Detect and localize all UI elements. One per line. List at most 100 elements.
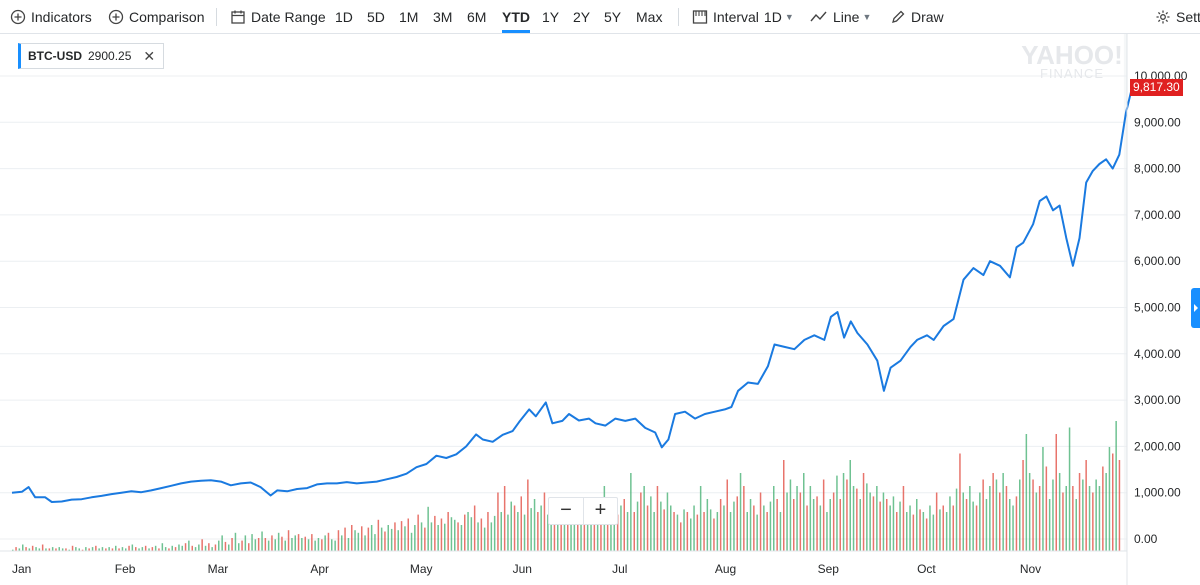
volume-bar [982, 479, 984, 551]
range-1m[interactable]: 1M [399, 9, 419, 25]
volume-bar [164, 547, 167, 551]
volume-bar [670, 505, 672, 551]
volume-bar [168, 548, 170, 551]
volume-bar [497, 492, 499, 551]
volume-bar [716, 512, 719, 551]
comparison-label: Comparison [129, 9, 205, 25]
volume-bar [925, 518, 928, 551]
volume-bar [65, 548, 67, 551]
volume-bar [128, 545, 130, 551]
volume-bar [743, 486, 745, 551]
volume-bar [503, 486, 506, 551]
volume-bar [493, 515, 496, 551]
volume-bar [1075, 499, 1077, 551]
volume-bar [390, 528, 393, 551]
date-range-label: Date Range [251, 9, 326, 25]
volume-bar [321, 539, 323, 551]
finance-watermark-text: FINANCE [1040, 66, 1104, 81]
volume-bar [264, 538, 267, 551]
volume-bar [1019, 479, 1021, 551]
draw-label: Draw [911, 9, 944, 25]
range-5d[interactable]: 5D [367, 9, 385, 25]
volume-bar [736, 496, 738, 551]
volume-bar [25, 547, 27, 551]
volume-bar [1045, 466, 1048, 551]
volume-bar [440, 518, 443, 551]
volume-bar [1092, 492, 1094, 551]
volume-bar [706, 499, 709, 551]
volume-bar [341, 535, 343, 551]
volume-bar [902, 486, 905, 551]
volume-bar [783, 460, 785, 551]
volume-bar [713, 518, 715, 551]
range-2y[interactable]: 2Y [573, 9, 591, 25]
volume-bar [400, 521, 403, 551]
expand-panel-tab[interactable] [1191, 288, 1200, 328]
volume-bar [464, 514, 466, 551]
volume-bar [351, 525, 353, 551]
volume-bar [513, 505, 516, 551]
symbol-value: 2900.25 [88, 49, 132, 63]
settings-label: Settings [1176, 9, 1200, 25]
volume-bar [121, 547, 124, 551]
volume-bar [214, 544, 217, 551]
volume-bar [1065, 486, 1067, 551]
volume-bar [959, 453, 961, 551]
volume-bar [483, 527, 486, 551]
volume-bar [367, 527, 370, 551]
comparison-button[interactable]: Comparison [108, 0, 204, 34]
volume-bar [989, 486, 991, 551]
volume-bar [769, 501, 772, 551]
volume-bar [131, 544, 134, 551]
close-icon[interactable]: ✕ [143, 47, 156, 64]
volume-bar [696, 514, 699, 551]
range-max[interactable]: Max [636, 9, 663, 25]
volume-bar [849, 460, 851, 551]
volume-bar [457, 522, 459, 551]
price-chart[interactable]: YAHOO!FINANCE 0.00 1,000.00 2,000.00 3,000.0… [0, 34, 1200, 585]
volume-bar [424, 527, 426, 551]
volume-bar [1038, 486, 1041, 551]
indicators-button[interactable]: Indicators [10, 0, 92, 34]
range-3m[interactable]: 3M [433, 9, 453, 25]
indicators-label: Indicators [31, 9, 92, 25]
volume-bar [397, 530, 399, 551]
volume-bar [118, 548, 120, 551]
volume-bar [151, 547, 154, 551]
zoom-out-button[interactable]: − [560, 499, 572, 521]
volume-bar [178, 544, 180, 551]
volume-bar [211, 547, 213, 551]
settings-button[interactable]: Settings [1155, 0, 1200, 34]
chart-type-dropdown[interactable]: Line ▼ [810, 0, 871, 34]
volume-bar [517, 512, 519, 551]
volume-bar [962, 492, 964, 551]
volume-bar [98, 548, 100, 551]
volume-bar [1032, 479, 1034, 551]
draw-button[interactable]: Draw [890, 0, 944, 34]
date-range-button[interactable]: Date Range [230, 0, 326, 34]
range-1y[interactable]: 1Y [542, 9, 560, 25]
zoom-in-button[interactable]: + [583, 498, 617, 524]
volume-bar [580, 514, 582, 551]
y-tick-label: 6,000.00 [1134, 254, 1181, 268]
range-ytd[interactable]: YTD [502, 0, 530, 34]
volume-bar [985, 499, 988, 551]
volume-bar [1108, 447, 1111, 551]
volume-bar [975, 505, 978, 551]
volume-bar [886, 499, 888, 551]
interval-dropdown[interactable]: Interval 1D ▼ [692, 0, 794, 34]
volume-bar [61, 548, 64, 551]
volume-bar [613, 522, 615, 551]
range-6m[interactable]: 6M [467, 9, 487, 25]
volume-bar [148, 548, 150, 551]
volume-bar [480, 518, 483, 551]
range-1d[interactable]: 1D [335, 9, 353, 25]
volume-bar [410, 532, 413, 551]
volume-bar [663, 509, 665, 551]
volume-bar [999, 492, 1001, 551]
volume-bar [135, 547, 137, 551]
range-5y[interactable]: 5Y [604, 9, 622, 25]
volume-bar [1035, 492, 1038, 551]
symbol-chip[interactable]: BTC-USD 2900.25 ✕ [18, 43, 165, 69]
volume-bar [590, 512, 592, 551]
